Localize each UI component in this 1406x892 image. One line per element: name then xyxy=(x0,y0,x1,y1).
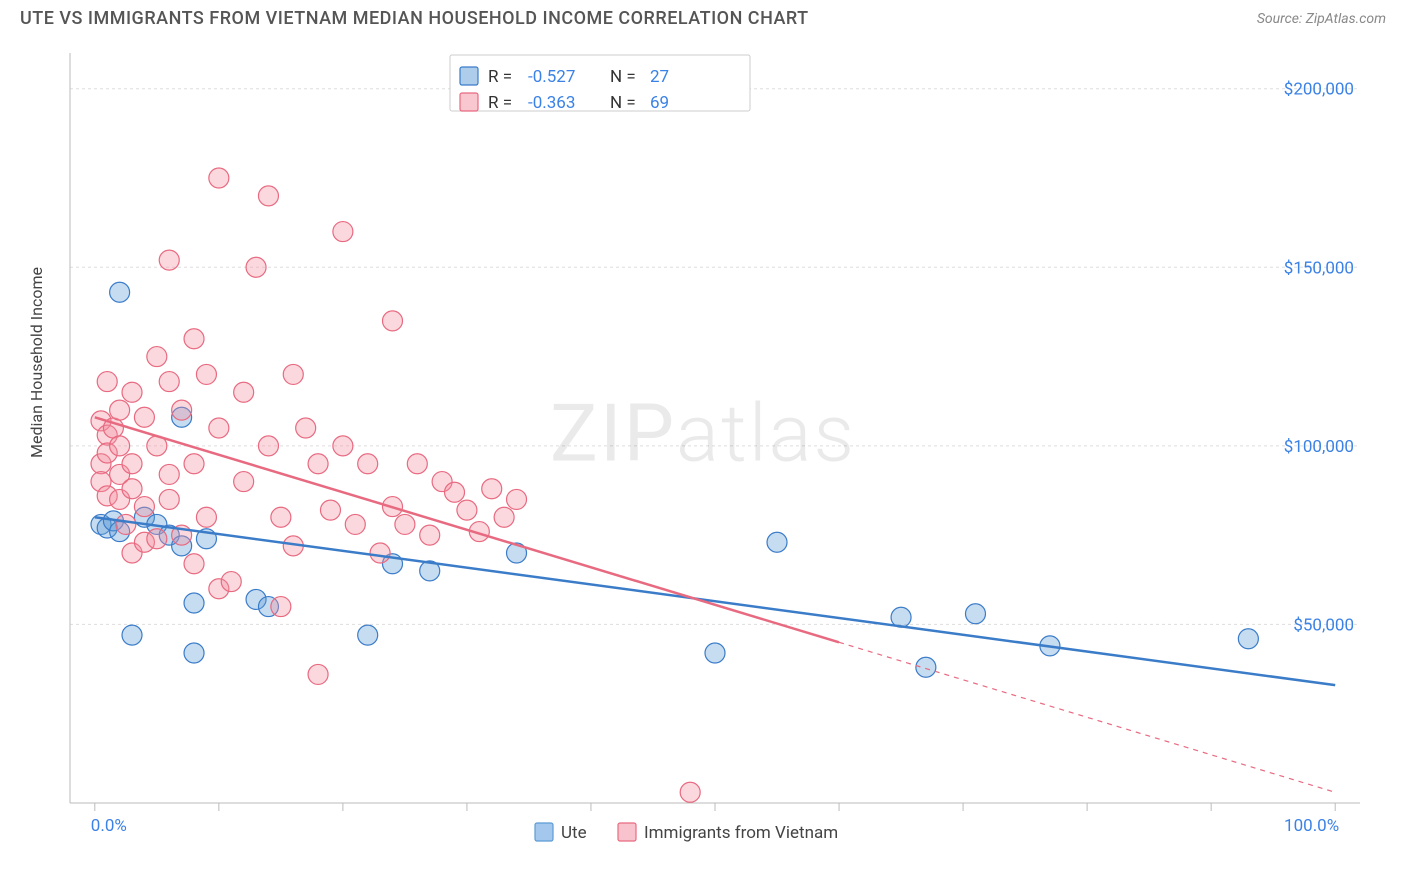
source-attribution: Source: ZipAtlas.com xyxy=(1257,11,1386,27)
data-point xyxy=(494,507,514,527)
data-point xyxy=(110,282,130,302)
data-point xyxy=(965,604,985,624)
data-point xyxy=(184,329,204,349)
data-point xyxy=(110,400,130,420)
data-point xyxy=(122,382,142,402)
svg-text:$100,000: $100,000 xyxy=(1284,437,1354,457)
data-point xyxy=(147,347,167,367)
chart-title: UTE VS IMMIGRANTS FROM VIETNAM MEDIAN HO… xyxy=(20,8,809,29)
svg-text:Ute: Ute xyxy=(561,823,587,843)
data-point xyxy=(420,525,440,545)
data-point xyxy=(1238,629,1258,649)
svg-text:$50,000: $50,000 xyxy=(1293,615,1354,635)
data-point xyxy=(767,532,787,552)
data-point xyxy=(234,472,254,492)
data-point xyxy=(358,454,378,474)
data-point xyxy=(159,464,179,484)
svg-text:Immigrants from Vietnam: Immigrants from Vietnam xyxy=(644,823,838,843)
data-point xyxy=(159,250,179,270)
data-point xyxy=(122,479,142,499)
data-point xyxy=(234,382,254,402)
svg-text:0.0%: 0.0% xyxy=(91,816,127,836)
data-point xyxy=(271,507,291,527)
data-point xyxy=(122,625,142,645)
data-point xyxy=(246,257,266,277)
data-point xyxy=(110,436,130,456)
data-point xyxy=(370,543,390,563)
data-point xyxy=(147,529,167,549)
data-point xyxy=(172,400,192,420)
svg-text:69: 69 xyxy=(650,93,669,113)
data-point xyxy=(184,643,204,663)
data-point xyxy=(184,554,204,574)
svg-text:100.0%: 100.0% xyxy=(1284,816,1339,836)
chart-header: UTE VS IMMIGRANTS FROM VIETNAM MEDIAN HO… xyxy=(0,0,1406,33)
data-point xyxy=(345,514,365,534)
data-point xyxy=(407,454,427,474)
data-point xyxy=(221,572,241,592)
data-point xyxy=(258,436,278,456)
scatter-chart: $50,000 $100,000 $150,000 $200,000 0.0% 100.0… xyxy=(20,33,1386,853)
data-point xyxy=(209,168,229,188)
data-point xyxy=(457,500,477,520)
data-point xyxy=(333,436,353,456)
chart-container: $50,000 $100,000 $150,000 $200,000 0.0% 100.0… xyxy=(20,33,1386,853)
svg-text:27: 27 xyxy=(650,67,669,87)
data-point xyxy=(395,514,415,534)
svg-text:Median Household Income: Median Household Income xyxy=(27,267,46,458)
data-point xyxy=(383,311,403,331)
svg-text:$200,000: $200,000 xyxy=(1284,80,1354,100)
data-point xyxy=(358,625,378,645)
data-point xyxy=(308,664,328,684)
svg-text:N =: N = xyxy=(610,93,636,113)
data-point xyxy=(271,597,291,617)
svg-text:R =: R = xyxy=(488,93,512,113)
data-point xyxy=(134,407,154,427)
data-point xyxy=(296,418,316,438)
data-point xyxy=(134,497,154,517)
data-point xyxy=(445,482,465,502)
data-point xyxy=(159,489,179,509)
svg-text:R =: R = xyxy=(488,67,512,87)
data-point xyxy=(507,489,527,509)
data-point xyxy=(97,372,117,392)
data-point xyxy=(283,364,303,384)
data-point xyxy=(184,454,204,474)
data-point xyxy=(916,657,936,677)
svg-text:$150,000: $150,000 xyxy=(1284,258,1354,278)
data-point xyxy=(159,372,179,392)
data-point xyxy=(258,186,278,206)
data-point xyxy=(680,782,700,802)
data-point xyxy=(196,364,216,384)
data-point xyxy=(122,454,142,474)
svg-text:N =: N = xyxy=(610,67,636,87)
data-point xyxy=(320,500,340,520)
data-point xyxy=(482,479,502,499)
data-point xyxy=(308,454,328,474)
data-point xyxy=(705,643,725,663)
data-point xyxy=(209,418,229,438)
data-point xyxy=(333,222,353,242)
data-point xyxy=(196,507,216,527)
svg-text:-0.363: -0.363 xyxy=(528,93,575,113)
svg-text:-0.527: -0.527 xyxy=(528,67,575,87)
data-point xyxy=(116,514,136,534)
data-point xyxy=(184,593,204,613)
